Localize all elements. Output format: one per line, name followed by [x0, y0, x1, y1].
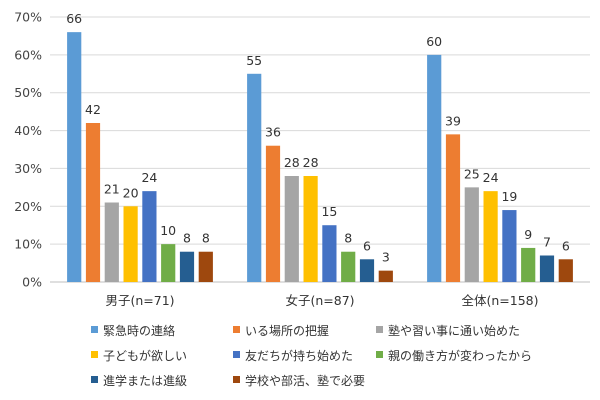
legend-label: 親の働き方が変わったから	[388, 348, 532, 363]
x-category-label: 男子(n=71)	[105, 293, 174, 308]
bar	[67, 32, 82, 283]
data-label: 3	[382, 250, 390, 265]
bar	[85, 123, 101, 282]
data-label: 6	[562, 238, 570, 253]
bar	[247, 73, 262, 283]
bar	[303, 176, 318, 282]
y-tick-label: 10%	[14, 237, 42, 252]
data-label: 9	[524, 227, 532, 242]
legend-swatch	[91, 351, 98, 358]
bar	[483, 191, 498, 282]
data-label: 24	[141, 170, 157, 185]
data-label: 42	[85, 102, 101, 117]
legend-swatch	[233, 351, 240, 358]
bar	[265, 145, 281, 282]
bar	[539, 255, 555, 282]
data-label: 7	[543, 235, 551, 250]
legend-label: 塾や習い事に通い始めた	[388, 323, 520, 338]
data-label: 15	[321, 204, 337, 219]
data-label: 21	[104, 182, 120, 197]
bar	[359, 259, 375, 282]
bar	[322, 225, 337, 282]
y-tick-label: 40%	[14, 123, 42, 138]
y-tick-label: 50%	[14, 85, 42, 100]
bar	[558, 259, 573, 282]
y-tick-label: 0%	[22, 275, 42, 290]
data-label: 39	[445, 113, 461, 128]
x-category-label: 全体(n=158)	[461, 293, 538, 308]
data-label: 19	[501, 189, 517, 204]
data-label: 8	[344, 231, 352, 246]
bar	[123, 206, 138, 282]
y-tick-label: 60%	[14, 47, 42, 62]
data-label: 20	[123, 185, 139, 200]
legend-label: 学校や部活、塾で必要	[245, 373, 365, 388]
legend-swatch	[233, 326, 240, 333]
legend-swatch	[91, 326, 98, 333]
x-category-label: 女子(n=87)	[285, 293, 354, 308]
data-label: 25	[464, 166, 480, 181]
legend-swatch	[376, 326, 383, 333]
data-label: 10	[160, 223, 176, 238]
bar	[179, 251, 195, 282]
legend-label: いる場所の把握	[245, 323, 329, 338]
bar	[284, 176, 299, 282]
data-label: 28	[303, 155, 319, 170]
legend-swatch	[91, 376, 98, 383]
data-label: 6	[363, 238, 371, 253]
bar	[378, 270, 393, 282]
data-label: 36	[265, 125, 281, 140]
y-tick-label: 20%	[14, 199, 42, 214]
bar	[161, 244, 176, 282]
y-tick-label: 30%	[14, 161, 42, 176]
data-label: 8	[202, 231, 210, 246]
bar	[464, 187, 479, 282]
bar	[341, 251, 356, 282]
data-label: 24	[483, 170, 499, 185]
bar	[198, 251, 213, 282]
legend-label: 友だちが持ち始めた	[245, 348, 353, 363]
legend-label: 進学または進級	[103, 373, 187, 388]
legend-label: 子どもが欲しい	[103, 348, 187, 363]
legend-swatch	[376, 351, 383, 358]
data-label: 60	[426, 34, 442, 49]
bar	[521, 247, 536, 282]
bar	[445, 134, 461, 282]
data-label: 55	[246, 53, 262, 68]
y-tick-label: 70%	[14, 10, 42, 25]
bar	[104, 202, 119, 282]
bar	[427, 54, 442, 282]
bar	[502, 210, 517, 282]
data-label: 66	[66, 11, 82, 26]
bar	[142, 191, 157, 282]
data-label: 28	[284, 155, 300, 170]
legend-swatch	[233, 376, 240, 383]
data-label: 8	[183, 231, 191, 246]
legend-label: 緊急時の連絡	[103, 323, 175, 338]
